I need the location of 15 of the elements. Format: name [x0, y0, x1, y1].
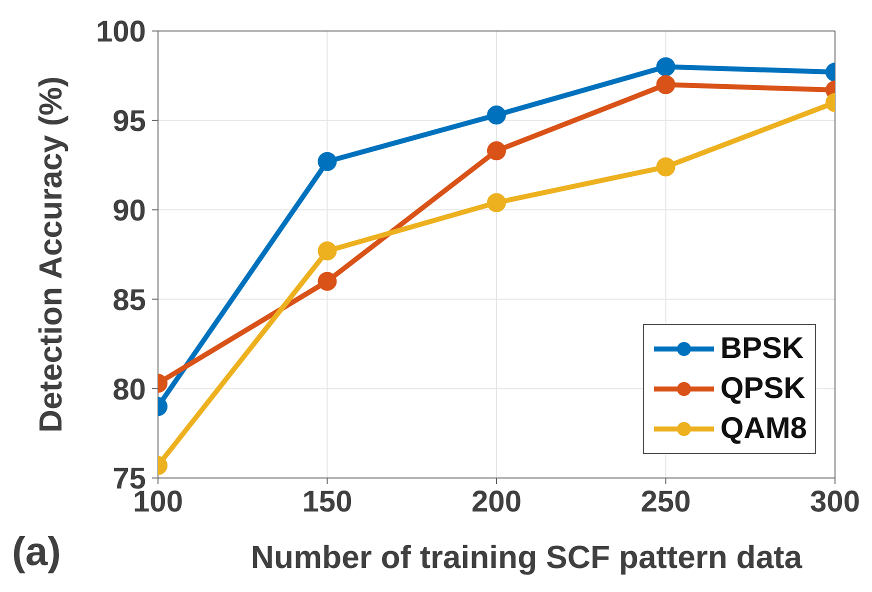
y-axis-title: Detection Accuracy (%) — [32, 76, 68, 433]
x-tick-label: 250 — [640, 485, 691, 518]
x-tick-label: 200 — [471, 485, 522, 518]
y-tick-label: 80 — [112, 373, 146, 406]
legend-label: QPSK — [720, 372, 806, 406]
y-tick-label: 90 — [112, 194, 146, 228]
text: (a) — [12, 530, 61, 574]
x-tick-label: 300 — [810, 485, 860, 518]
x-axis-title: Number of training SCF pattern data — [250, 539, 802, 575]
legend-label: BPSK — [720, 332, 804, 366]
x-tick-label: 150 — [302, 485, 352, 518]
legend-label: QAM8 — [720, 412, 807, 446]
y-tick-label: 95 — [112, 105, 146, 138]
y-tick-label: 85 — [112, 284, 146, 317]
y-tick-label: 100 — [96, 16, 146, 49]
